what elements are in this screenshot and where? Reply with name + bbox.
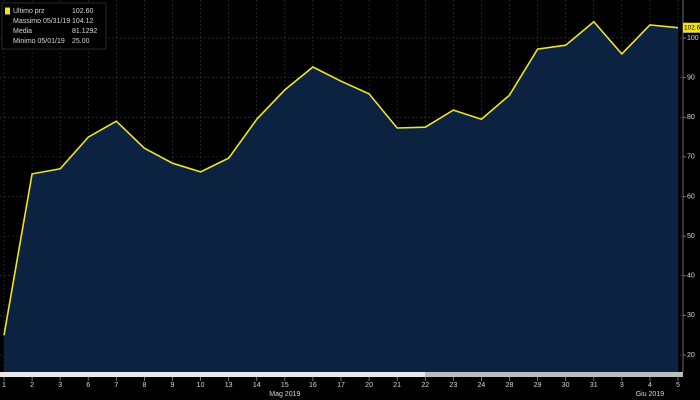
y-tick-label: 70 [687, 154, 695, 161]
x-tick-label: 21 [393, 382, 401, 389]
legend-name: Massimo 05/31/19 [13, 18, 70, 25]
legend-value: 102.60 [72, 8, 94, 15]
x-tick-label: 5 [676, 382, 680, 389]
x-tick-label: 1 [2, 382, 6, 389]
x-tick-label: 23 [449, 382, 457, 389]
x-tick-label: 31 [590, 382, 598, 389]
legend-value: 25.00 [72, 38, 90, 45]
x-tick-label: 30 [562, 382, 570, 389]
y-tick-label: 30 [687, 312, 695, 319]
y-tick-label: 80 [687, 114, 695, 121]
x-tick-label: 3 [58, 382, 62, 389]
y-tick-label: 100 [687, 35, 699, 42]
legend-value: 81.1292 [72, 28, 97, 35]
x-tick-label: 15 [281, 382, 289, 389]
x-tick-label: 14 [253, 382, 261, 389]
y-tick-label: 90 [687, 74, 695, 81]
x-tick-label: 7 [114, 382, 118, 389]
x-tick-label: 20 [365, 382, 373, 389]
month-label: Giu 2019 [636, 391, 665, 398]
x-tick-label: 3 [620, 382, 624, 389]
x-scroll-thumb [0, 372, 425, 377]
y-tick-label: 50 [687, 233, 695, 240]
x-tick-label: 8 [142, 382, 146, 389]
legend-name: Minimo 05/01/19 [13, 38, 65, 45]
last-value-label: 102.60 [684, 24, 700, 31]
x-tick-label: 17 [337, 382, 345, 389]
legend-swatch [5, 7, 10, 15]
x-tick-label: 22 [421, 382, 429, 389]
y-tick-label: 60 [687, 193, 695, 200]
area [4, 21, 678, 372]
legend-name: Media [13, 28, 32, 35]
y-tick-label: 40 [687, 273, 695, 280]
x-tick-label: 28 [506, 382, 514, 389]
x-tick-label: 10 [197, 382, 205, 389]
x-axis-strip [0, 377, 683, 400]
x-tick-label: 4 [648, 382, 652, 389]
y-tick-label: 20 [687, 352, 695, 359]
month-label: Mag 2019 [269, 391, 300, 398]
legend-name: Ultimo prz [13, 8, 45, 15]
x-tick-label: 16 [309, 382, 317, 389]
legend-box [1, 2, 107, 50]
last-value-tag [683, 22, 700, 33]
x-tick-label: 6 [86, 382, 90, 389]
legend-value: 104.12 [72, 18, 94, 25]
x-tick-label: 2 [30, 382, 34, 389]
x-tick-label: 13 [225, 382, 233, 389]
x-tick-label: 29 [534, 382, 542, 389]
x-tick-label: 9 [171, 382, 175, 389]
x-tick-label: 24 [478, 382, 486, 389]
line [3, 20, 679, 336]
